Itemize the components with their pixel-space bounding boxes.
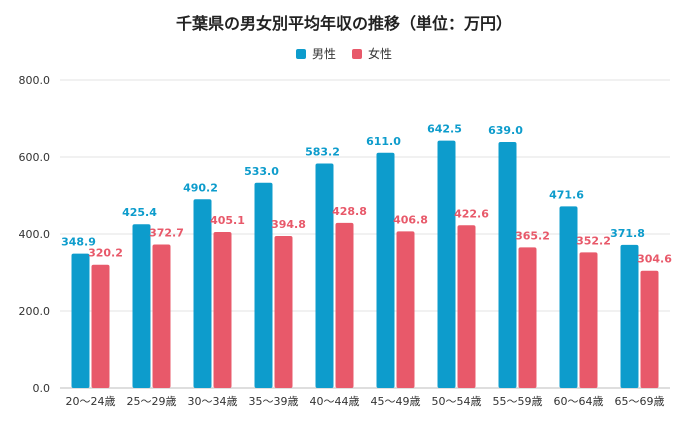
data-label: 348.9 — [61, 236, 96, 249]
x-tick-label: 40〜44歳 — [310, 395, 360, 408]
bar — [254, 182, 273, 388]
data-label: 304.6 — [637, 253, 672, 266]
legend-label-male: 男性 — [311, 47, 336, 61]
data-label: 639.0 — [488, 124, 523, 137]
data-label: 394.8 — [271, 218, 306, 231]
x-tick-label: 25〜29歳 — [127, 395, 177, 408]
data-label: 422.6 — [454, 207, 489, 220]
legend-item-male[interactable]: 男性 — [295, 45, 336, 62]
y-tick-label: 400.0 — [19, 228, 51, 241]
bar — [396, 231, 415, 388]
data-label: 533.0 — [244, 165, 279, 178]
data-label: 611.0 — [366, 135, 401, 148]
x-tick-label: 50〜54歳 — [432, 395, 482, 408]
bar — [71, 253, 90, 388]
data-label: 642.5 — [427, 123, 462, 136]
legend-label-female: 女性 — [368, 47, 393, 61]
bar — [498, 141, 517, 388]
y-tick-label: 200.0 — [19, 305, 51, 318]
data-label: 425.4 — [122, 206, 157, 219]
x-tick-label: 30〜34歳 — [188, 395, 238, 408]
bar — [91, 264, 110, 388]
bar — [152, 244, 171, 388]
legend-item-female[interactable]: 女性 — [352, 45, 392, 62]
bar — [640, 270, 659, 388]
legend-swatch-male — [295, 48, 306, 59]
bar — [457, 225, 476, 388]
bar — [132, 224, 151, 388]
bar — [437, 140, 456, 388]
bar — [335, 222, 354, 388]
chart-title: 千葉県の男女別平均年収の推移（単位：万円） — [175, 14, 512, 33]
x-tick-label: 65〜69歳 — [615, 395, 665, 408]
y-tick-label: 0.0 — [33, 382, 51, 395]
bar — [315, 163, 334, 388]
x-tick-label: 20〜24歳 — [66, 395, 116, 408]
x-tick-label: 45〜49歳 — [371, 395, 421, 408]
bar — [213, 232, 232, 388]
data-label: 365.2 — [515, 229, 550, 242]
data-label: 352.2 — [576, 234, 611, 247]
data-label: 583.2 — [305, 145, 340, 158]
bar — [620, 244, 639, 388]
data-label: 471.6 — [549, 188, 584, 201]
data-label: 490.2 — [183, 181, 218, 194]
x-tick-label: 55〜59歳 — [493, 395, 543, 408]
data-label: 405.1 — [210, 214, 245, 227]
y-tick-label: 800.0 — [19, 74, 51, 87]
bar — [559, 206, 578, 388]
bar — [193, 199, 212, 388]
x-tick-label: 35〜39歳 — [249, 395, 299, 408]
bar — [579, 252, 598, 388]
data-label: 371.8 — [610, 227, 645, 240]
bar — [274, 236, 293, 388]
legend: 男性 女性 — [0, 45, 688, 62]
data-label: 372.7 — [149, 227, 184, 240]
bar — [376, 152, 395, 388]
data-label: 320.2 — [88, 247, 123, 260]
legend-swatch-female — [352, 48, 362, 59]
bar — [518, 247, 537, 388]
y-tick-label: 600.0 — [19, 151, 51, 164]
data-label: 406.8 — [393, 213, 428, 226]
data-label: 428.8 — [332, 205, 367, 218]
x-tick-label: 60〜64歳 — [554, 395, 604, 408]
